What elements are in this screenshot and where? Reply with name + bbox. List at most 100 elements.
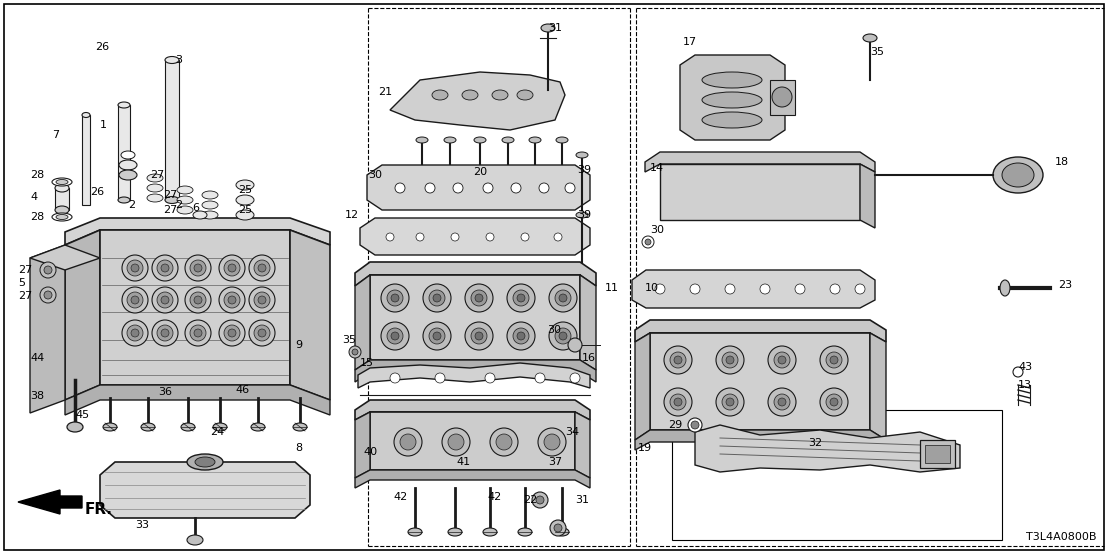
Circle shape [830,284,840,294]
Circle shape [554,524,562,532]
Ellipse shape [55,206,69,214]
Circle shape [830,356,838,364]
Text: 27: 27 [150,170,164,180]
Circle shape [532,492,548,508]
Circle shape [1013,367,1023,377]
Text: 38: 38 [30,391,44,401]
Circle shape [391,294,399,302]
Ellipse shape [147,184,163,192]
Text: 12: 12 [345,210,359,220]
Text: 26: 26 [95,42,109,52]
Ellipse shape [82,112,90,117]
Polygon shape [65,385,330,415]
Circle shape [670,394,686,410]
Ellipse shape [702,72,762,88]
Circle shape [429,290,445,306]
Circle shape [219,320,245,346]
Ellipse shape [141,423,155,431]
Ellipse shape [252,423,265,431]
Text: 4: 4 [30,192,38,202]
Circle shape [554,233,562,241]
Ellipse shape [236,195,254,205]
Bar [165,60,179,200]
Circle shape [538,183,548,193]
Circle shape [228,264,236,272]
Circle shape [423,284,451,312]
Circle shape [471,290,488,306]
Text: 39: 39 [577,165,592,175]
Circle shape [219,255,245,281]
Polygon shape [635,333,650,440]
Circle shape [768,346,796,374]
Text: 35: 35 [342,335,356,345]
Circle shape [855,284,865,294]
Circle shape [486,233,494,241]
Text: 35: 35 [870,47,884,57]
Polygon shape [575,412,589,478]
Circle shape [726,398,733,406]
Ellipse shape [195,457,215,467]
Circle shape [161,329,170,337]
Circle shape [475,332,483,340]
Text: 44: 44 [30,353,44,363]
Circle shape [674,398,683,406]
Circle shape [189,260,206,276]
Ellipse shape [408,528,422,536]
Circle shape [127,292,143,308]
Polygon shape [660,164,860,220]
Circle shape [40,262,57,278]
Circle shape [127,325,143,341]
Circle shape [254,292,270,308]
Text: 23: 23 [1058,280,1073,290]
Circle shape [778,398,786,406]
Circle shape [400,434,416,450]
Polygon shape [635,320,886,342]
Circle shape [391,332,399,340]
Polygon shape [645,152,875,172]
Circle shape [555,328,571,344]
Circle shape [152,320,178,346]
Ellipse shape [202,191,218,199]
Polygon shape [390,72,565,130]
Ellipse shape [541,24,555,32]
Bar [770,80,796,115]
Circle shape [511,183,521,193]
Polygon shape [355,412,370,478]
Circle shape [560,332,567,340]
Text: 28: 28 [30,170,44,180]
Circle shape [152,255,178,281]
Circle shape [249,287,275,313]
Polygon shape [18,490,82,514]
Circle shape [513,328,529,344]
Circle shape [224,260,240,276]
Circle shape [760,284,770,294]
Circle shape [664,346,692,374]
Circle shape [258,264,266,272]
Text: 17: 17 [683,37,697,47]
Circle shape [258,329,266,337]
Polygon shape [370,412,575,470]
Text: 29: 29 [668,420,683,430]
Polygon shape [370,275,579,360]
Ellipse shape [993,157,1043,193]
Circle shape [568,338,582,352]
Ellipse shape [202,211,218,219]
Text: 10: 10 [645,283,659,293]
Polygon shape [100,230,290,385]
Polygon shape [65,230,100,400]
Circle shape [544,434,560,450]
Text: 18: 18 [1055,157,1069,167]
Ellipse shape [121,151,135,159]
Polygon shape [635,430,886,450]
Circle shape [778,356,786,364]
Ellipse shape [576,152,588,158]
Circle shape [690,284,700,294]
Circle shape [655,284,665,294]
Circle shape [726,356,733,364]
Ellipse shape [117,102,130,108]
Text: 37: 37 [548,457,562,467]
Polygon shape [30,245,65,413]
Polygon shape [100,462,310,518]
Text: 15: 15 [360,358,375,368]
Polygon shape [367,165,589,210]
